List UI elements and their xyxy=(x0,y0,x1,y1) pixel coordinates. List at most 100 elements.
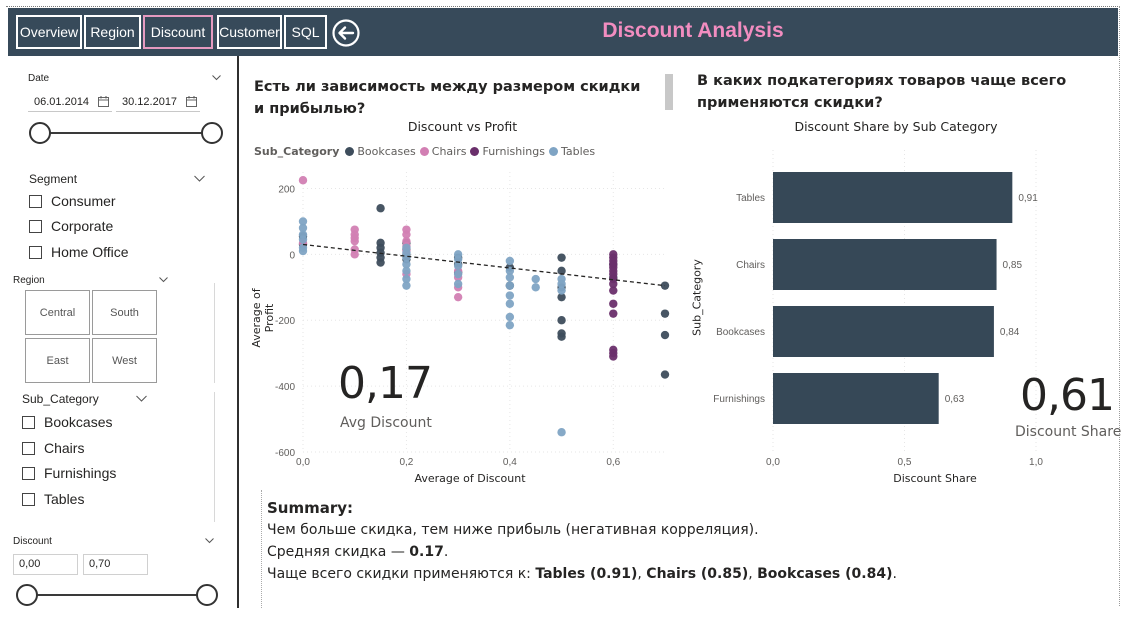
discount-max-input[interactable]: 0,70 xyxy=(83,554,148,575)
header-bar: Overview Region Discount Customer SQL Di… xyxy=(8,8,1118,56)
date-slider-start-handle[interactable] xyxy=(29,122,51,144)
summary-box: Summary: Чем больше скидка, тем ниже при… xyxy=(267,497,897,585)
scatter-point-furnishings xyxy=(609,256,618,266)
subcat-option-bookcases[interactable]: Bookcases xyxy=(22,414,112,430)
scatter-point-bookcases xyxy=(557,283,566,292)
summary-text: , xyxy=(748,566,758,582)
scatter-point-tables xyxy=(298,243,308,252)
scatter-point-chairs xyxy=(453,266,463,276)
x-tick-label: 0,2 xyxy=(399,457,413,468)
scatter-point-tables xyxy=(505,266,515,276)
legend-item-chairs[interactable]: Chairs xyxy=(419,145,467,158)
checkbox[interactable] xyxy=(22,441,35,455)
scatter-point-bookcases xyxy=(609,273,618,282)
date-slider-track[interactable] xyxy=(40,132,212,134)
date-end-input[interactable]: 30.12.2017 xyxy=(116,92,200,112)
x-tick-label: 0,6 xyxy=(606,457,620,468)
scatter-point-chairs xyxy=(350,245,359,254)
region-tile-east[interactable]: East xyxy=(25,338,90,383)
segment-option-consumer[interactable]: Consumer xyxy=(29,193,116,209)
back-arrow-circle-icon[interactable] xyxy=(332,19,360,47)
legend-item-bookcases[interactable]: Bookcases xyxy=(345,145,416,158)
scatter-point-bookcases xyxy=(453,268,463,277)
tab-overview[interactable]: Overview xyxy=(16,15,82,49)
region-tile-west[interactable]: West xyxy=(92,338,157,383)
discount-slider-min-handle[interactable] xyxy=(16,584,38,606)
subcat-scrollbar[interactable] xyxy=(214,392,215,522)
scatter-point-bookcases xyxy=(453,253,463,262)
scatter-point-tables xyxy=(402,243,411,252)
calendar-icon[interactable] xyxy=(98,96,109,107)
chevron-down-icon[interactable] xyxy=(136,394,147,403)
bar-value-label: 0,63 xyxy=(945,394,965,405)
y-tick-label: 200 xyxy=(278,184,295,195)
region-tile-south[interactable]: South xyxy=(92,290,157,335)
chevron-down-icon[interactable] xyxy=(205,536,214,545)
chevron-down-icon[interactable] xyxy=(212,73,221,82)
bar-furnishings xyxy=(773,373,939,424)
scatter-point-bookcases xyxy=(402,250,411,259)
bar-value-label: 0,85 xyxy=(1003,260,1023,271)
scatter-point-bookcases xyxy=(660,370,670,379)
tab-sql[interactable]: SQL xyxy=(284,15,327,49)
checkbox[interactable] xyxy=(22,492,35,506)
subcat-option-furnishings[interactable]: Furnishings xyxy=(22,465,116,481)
x-tick-label: 1,0 xyxy=(1029,457,1043,468)
segment-option-corporate[interactable]: Corporate xyxy=(29,218,113,234)
scatter-point-furnishings xyxy=(609,309,618,318)
chevron-down-icon[interactable] xyxy=(159,275,168,284)
discount-slider-max-handle[interactable] xyxy=(196,584,218,606)
scatter-point-bookcases xyxy=(453,260,463,269)
date-slider-end-handle[interactable] xyxy=(201,122,223,144)
scatter-point-chairs xyxy=(350,236,359,246)
scatter-point-chairs xyxy=(453,292,463,302)
checkbox[interactable] xyxy=(29,245,42,259)
scatter-point-chairs xyxy=(402,241,411,251)
subcat-option-tables[interactable]: Tables xyxy=(22,491,84,507)
discount-slider-track[interactable] xyxy=(27,594,207,596)
scatter-point-furnishings xyxy=(609,253,618,262)
checkbox[interactable] xyxy=(22,466,35,480)
scatter-point-bookcases xyxy=(557,266,566,276)
segment-option-home-office[interactable]: Home Office xyxy=(29,244,129,260)
bar-value-label: 0,91 xyxy=(1018,193,1038,204)
scatter-point-bookcases xyxy=(660,281,670,290)
legend-label: Chairs xyxy=(431,145,467,158)
scatter-point-chairs xyxy=(350,233,359,243)
scatter-point-tables xyxy=(298,217,308,226)
bar-y-axis-title: Sub_Category xyxy=(690,259,704,336)
scatter-point-chairs xyxy=(350,225,359,234)
tab-customer[interactable]: Customer xyxy=(217,15,282,49)
chevron-down-icon[interactable] xyxy=(194,174,205,183)
scatter-point-furnishings xyxy=(609,266,618,276)
summary-title: Summary: xyxy=(267,499,354,517)
legend-dot xyxy=(419,147,429,156)
scatter-point-furnishings xyxy=(609,348,618,358)
scatter-point-tables xyxy=(505,291,515,300)
scatter-point-furnishings xyxy=(609,274,618,284)
question-scrollbar-thumb[interactable] xyxy=(665,74,673,110)
summary-highlight: Bookcases (0.84) xyxy=(757,566,893,582)
region-scrollbar[interactable] xyxy=(214,283,215,383)
summary-text: , xyxy=(637,566,647,582)
scatter-point-bookcases xyxy=(660,330,670,340)
legend-item-tables[interactable]: Tables xyxy=(548,145,596,158)
frame-top-border xyxy=(6,6,1120,7)
legend-item-furnishings[interactable]: Furnishings xyxy=(470,145,545,158)
date-start-input[interactable]: 06.01.2014 xyxy=(28,92,112,112)
checkbox[interactable] xyxy=(22,415,35,429)
scatter-point-bookcases xyxy=(376,258,385,267)
region-tile-central[interactable]: Central xyxy=(25,290,90,335)
tab-discount[interactable]: Discount xyxy=(143,15,213,49)
legend-label: Tables xyxy=(560,145,596,158)
checkbox[interactable] xyxy=(29,194,42,208)
y-tick-label: -600 xyxy=(275,448,295,459)
tab-region[interactable]: Region xyxy=(84,15,141,49)
scatter-point-bookcases xyxy=(376,253,385,262)
date-filter-label: Date xyxy=(28,73,50,84)
calendar-icon[interactable] xyxy=(186,96,197,107)
subcat-option-chairs[interactable]: Chairs xyxy=(22,440,84,456)
checkbox[interactable] xyxy=(29,219,42,233)
discount-filter-label: Discount xyxy=(13,536,52,547)
discount-min-input[interactable]: 0,00 xyxy=(13,554,78,575)
